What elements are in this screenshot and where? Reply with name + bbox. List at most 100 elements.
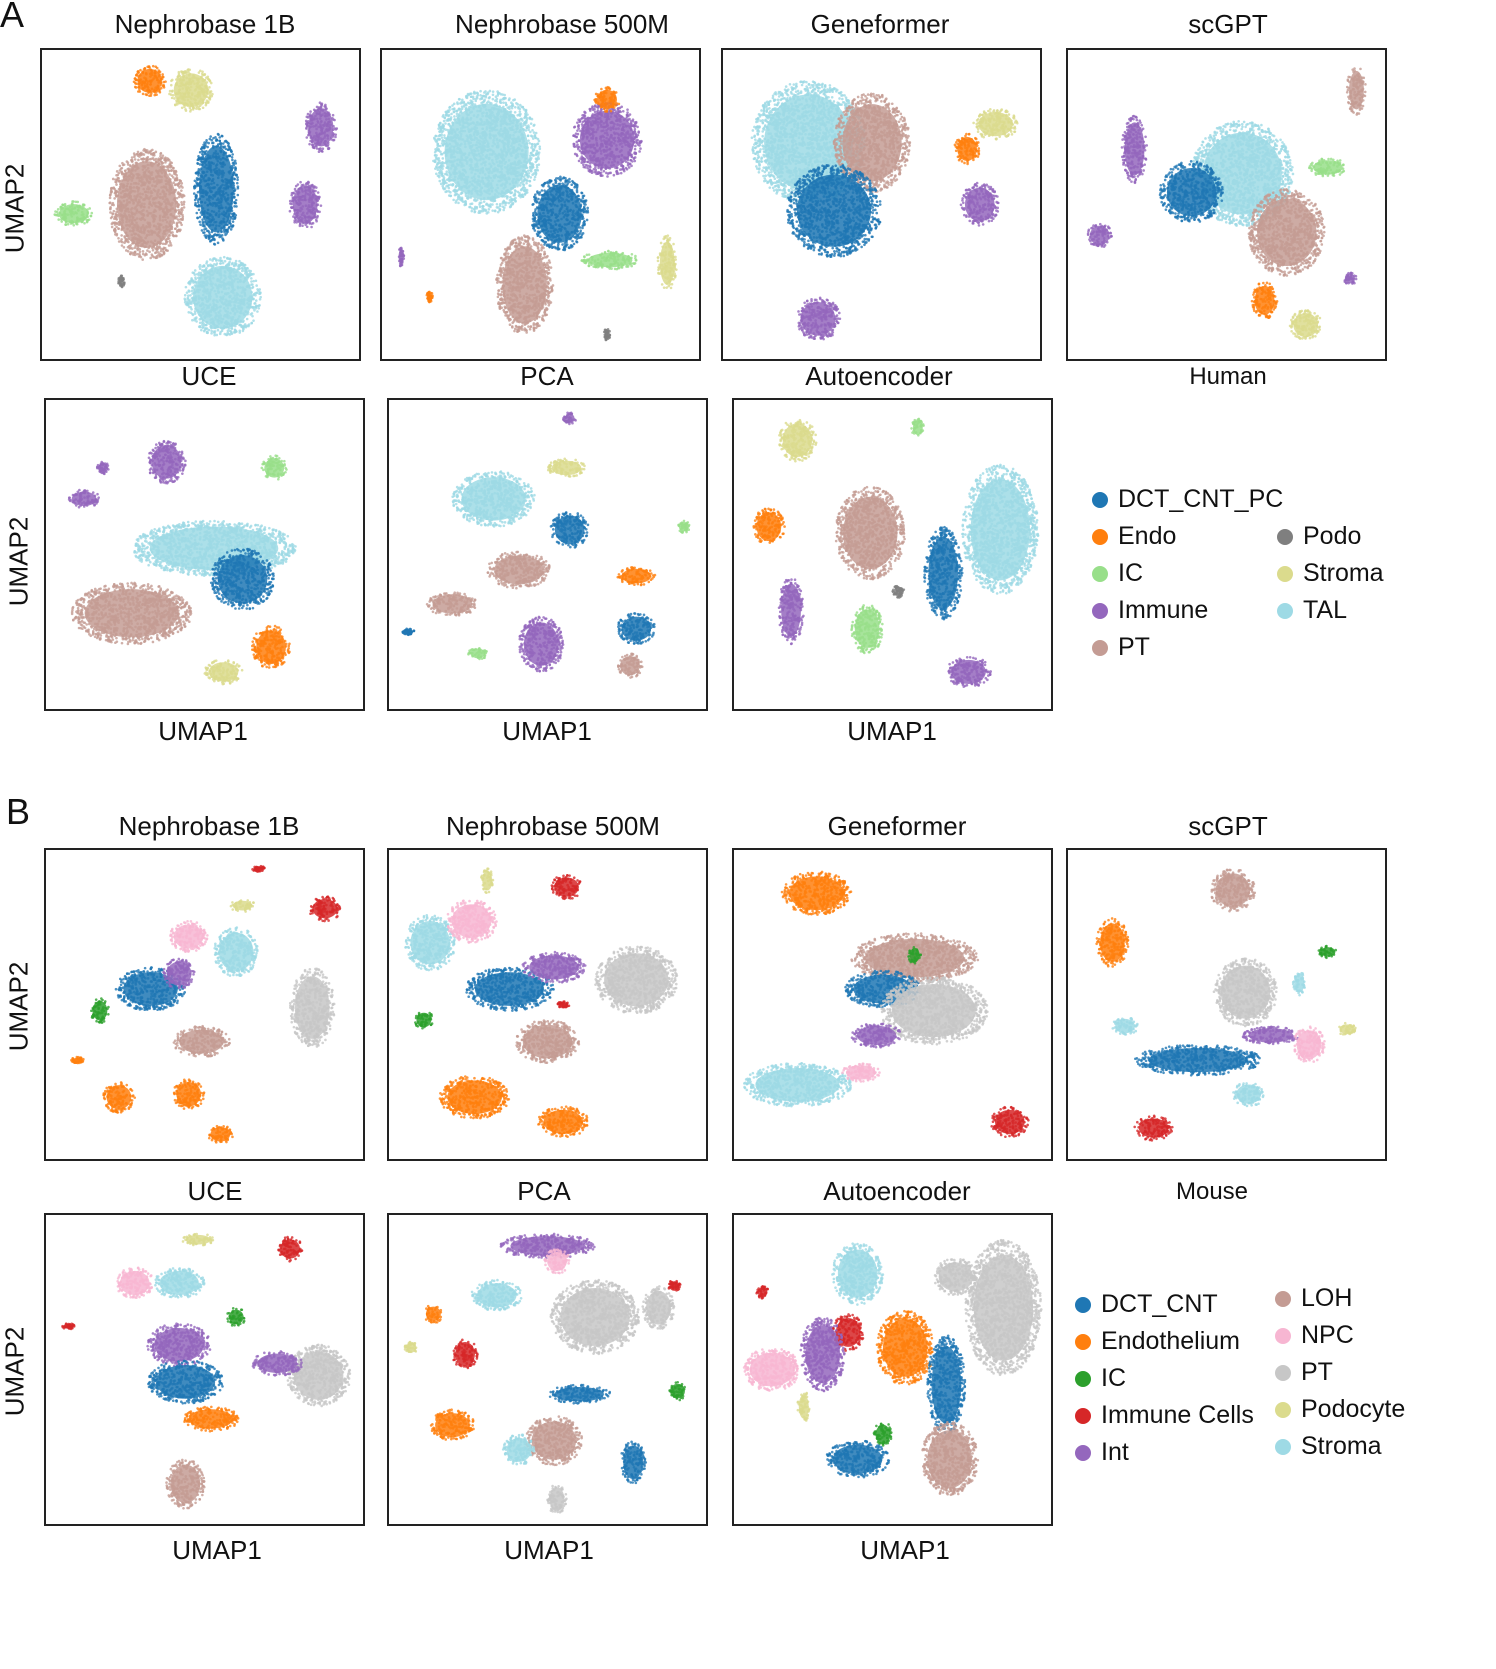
- umap-point: [310, 216, 314, 219]
- umap-point: [228, 146, 232, 149]
- umap-point: [198, 150, 202, 154]
- umap-point: [205, 141, 208, 144]
- umap-point: [288, 199, 292, 203]
- umap-point: [133, 218, 137, 222]
- umap-point: [195, 272, 199, 276]
- umap-point: [219, 276, 223, 280]
- umap-point: [201, 160, 204, 164]
- umap-point: [488, 129, 492, 133]
- umap-point: [137, 75, 140, 78]
- umap-point: [225, 215, 229, 218]
- umap-point: [214, 283, 217, 286]
- umap-point: [176, 92, 180, 96]
- umap-point: [175, 204, 179, 208]
- umap-point: [475, 143, 478, 147]
- umap-point: [185, 88, 189, 92]
- umap-point: [485, 128, 489, 131]
- umap-point: [250, 273, 254, 276]
- umap-point: [64, 220, 68, 224]
- umap-point: [206, 275, 209, 279]
- umap-point: [146, 187, 149, 191]
- umap-point: [201, 323, 204, 327]
- umap-point: [152, 177, 155, 180]
- umap-point: [237, 264, 240, 268]
- umap-point: [206, 154, 210, 157]
- umap-point: [227, 181, 230, 184]
- umap-point: [152, 77, 156, 80]
- umap-point: [119, 191, 123, 195]
- umap-point: [252, 319, 255, 322]
- cluster-immune: [288, 180, 323, 229]
- umap-point: [209, 220, 212, 224]
- umap-point: [314, 109, 317, 113]
- umap-point: [227, 262, 231, 265]
- umap-point: [507, 176, 510, 180]
- umap-point: [514, 106, 517, 109]
- umap-point: [150, 157, 153, 161]
- umap-point: [160, 156, 163, 160]
- umap-point: [148, 245, 152, 248]
- umap-point: [310, 114, 313, 118]
- umap-point: [214, 314, 218, 318]
- umap-point: [233, 277, 237, 281]
- umap-point: [213, 269, 217, 273]
- umap-point: [246, 312, 249, 316]
- umap-point: [205, 159, 208, 163]
- umap-point: [161, 166, 164, 170]
- umap-point: [322, 124, 326, 128]
- umap-point: [330, 138, 333, 141]
- umap-point: [508, 182, 512, 186]
- umap-point: [134, 86, 138, 89]
- umap-point: [237, 267, 240, 271]
- umap-point: [217, 173, 220, 177]
- umap-point: [305, 136, 309, 139]
- umap-point: [120, 209, 123, 213]
- umap-point: [252, 297, 255, 301]
- umap-point: [222, 278, 226, 282]
- umap-point: [206, 145, 209, 149]
- umap-point: [186, 104, 190, 107]
- umap-point: [205, 223, 209, 226]
- umap-point: [496, 141, 500, 145]
- umap-point: [522, 128, 526, 132]
- umap-point: [206, 288, 209, 291]
- umap-point: [528, 179, 532, 183]
- umap-point: [198, 215, 202, 219]
- umap-point: [178, 96, 181, 100]
- umap-point: [185, 81, 188, 84]
- umap-point: [445, 154, 448, 157]
- umap-point: [527, 128, 530, 132]
- umap-point: [229, 150, 233, 153]
- umap-point: [117, 281, 121, 285]
- umap-point: [193, 179, 197, 183]
- umap-point: [220, 329, 224, 333]
- umap-point: [311, 190, 315, 193]
- umap-point: [226, 266, 229, 270]
- umap-point: [148, 187, 152, 190]
- umap-point: [460, 100, 464, 104]
- umap-point: [309, 205, 312, 209]
- umap-point: [162, 226, 165, 229]
- umap-point: [212, 202, 216, 205]
- umap-point: [491, 144, 494, 148]
- umap-point: [126, 179, 130, 182]
- umap-point: [183, 93, 187, 96]
- umap-point: [224, 298, 228, 302]
- umap-point: [196, 182, 199, 185]
- umap-point: [328, 127, 332, 131]
- umap-point: [231, 315, 235, 319]
- umap-point: [196, 288, 199, 292]
- umap-point: [312, 117, 316, 120]
- umap-point: [183, 293, 187, 297]
- umap-point: [220, 206, 224, 210]
- umap-point: [159, 169, 163, 172]
- umap-point: [181, 87, 185, 90]
- umap-point: [240, 291, 244, 294]
- umap-point: [136, 175, 140, 178]
- umap-point: [462, 200, 465, 204]
- umap-point: [196, 201, 200, 204]
- umap-point: [486, 181, 490, 185]
- umap-point: [250, 290, 253, 294]
- cluster-endo: [132, 64, 167, 98]
- umap-point: [511, 125, 514, 128]
